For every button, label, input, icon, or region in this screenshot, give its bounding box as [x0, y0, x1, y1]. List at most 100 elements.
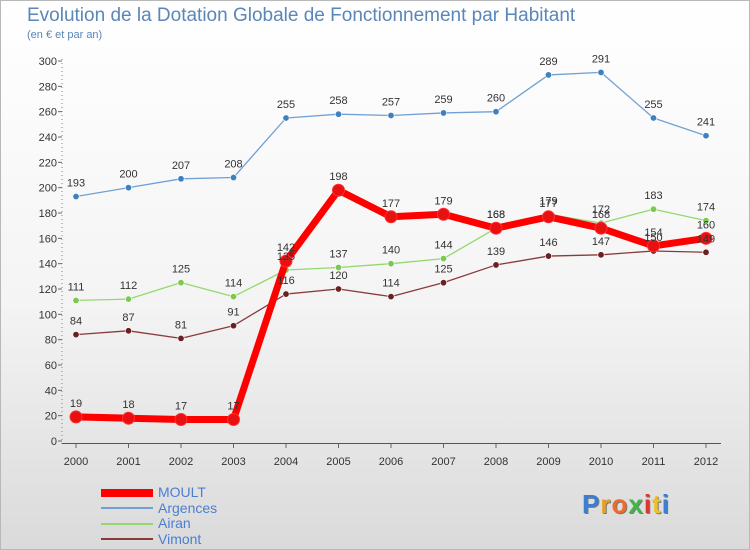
logo-letter: x [628, 489, 644, 519]
data-label-moult: 177 [382, 198, 400, 210]
data-label-vimont: 147 [592, 236, 610, 248]
legend-label: MOULT [158, 484, 206, 500]
logo-letter: i [661, 489, 670, 519]
legend-swatch [101, 488, 153, 497]
y-tick-label: 300 [39, 56, 57, 68]
data-point-vimont [282, 290, 290, 298]
data-label-vimont: 149 [697, 233, 715, 245]
data-label-airan: 183 [644, 190, 662, 202]
y-tick-label: 140 [39, 259, 57, 271]
y-tick-label: 180 [39, 208, 57, 220]
x-tick-label: 2010 [589, 456, 613, 468]
data-point-vimont [125, 327, 133, 335]
y-tick-label: 60 [45, 360, 57, 372]
data-point-vimont [334, 285, 342, 293]
series-argences [72, 68, 710, 201]
logo-letter: i [643, 489, 653, 519]
data-label-argences: 259 [434, 94, 452, 106]
data-label-moult: 160 [697, 219, 715, 231]
data-point-argences [230, 174, 238, 182]
data-point-vimont [702, 248, 710, 256]
y-tick-label: 240 [39, 132, 57, 144]
data-label-airan: 140 [382, 245, 400, 257]
data-label-vimont: 139 [487, 246, 505, 258]
y-tick-label: 120 [39, 284, 57, 296]
data-point-moult [227, 412, 240, 426]
series-line-argences [75, 71, 707, 198]
data-label-vimont: 84 [70, 316, 82, 328]
x-tick-label: 2006 [379, 456, 403, 468]
data-label-moult: 154 [644, 227, 662, 239]
y-tick-label: 100 [39, 309, 57, 321]
data-label-airan: 125 [172, 264, 190, 276]
data-point-vimont [230, 322, 238, 330]
data-point-vimont [72, 331, 80, 339]
data-label-moult: 17 [227, 400, 239, 412]
data-point-moult [384, 210, 398, 224]
data-point-airan [702, 217, 710, 225]
series-moult [69, 183, 713, 426]
data-point-argences [492, 108, 500, 116]
y-tick-label: 20 [45, 411, 57, 423]
x-tick-label: 2002 [169, 456, 193, 468]
logo-letter: t [652, 489, 662, 519]
data-labels: 193 200 207 208 255 258 257 259 260 289 291 255 241 1… [67, 53, 715, 412]
data-point-airan [439, 255, 447, 263]
legend-label: Argences [158, 499, 218, 516]
data-label-airan: 168 [487, 209, 505, 221]
data-point-moult [699, 231, 713, 245]
data-point-moult [594, 221, 608, 235]
data-label-argences: 207 [172, 160, 190, 172]
data-label-vimont: 116 [277, 275, 295, 287]
data-point-argences [72, 193, 80, 201]
data-label-airan: 172 [592, 204, 610, 216]
y-tick-label: 200 [39, 183, 57, 195]
data-label-moult: 198 [329, 171, 347, 183]
data-point-argences [387, 111, 395, 119]
data-point-vimont [492, 261, 500, 269]
data-label-airan: 114 [225, 278, 243, 290]
data-point-argences [334, 110, 342, 118]
x-tick-label: 2005 [326, 456, 350, 468]
data-label-argences: 258 [329, 95, 347, 107]
legend-label: Airan [158, 515, 191, 531]
y-tick-label: 280 [39, 81, 57, 93]
data-label-vimont: 91 [227, 307, 239, 319]
data-label-vimont: 146 [539, 237, 557, 249]
data-label-argences: 200 [119, 169, 137, 181]
chart-title: Evolution de la Dotation Globale de Fonc… [27, 5, 576, 26]
x-tick-label: 2003 [221, 456, 245, 468]
y-tick-label: 160 [39, 233, 57, 245]
data-point-moult [489, 221, 503, 235]
logo-letter: o [611, 489, 629, 519]
x-tick-label: 2012 [694, 456, 718, 468]
data-point-airan [230, 293, 238, 301]
x-tick-label: 2004 [274, 456, 298, 468]
data-label-vimont: 87 [122, 312, 134, 324]
data-label-moult: 168 [487, 209, 505, 221]
data-label-vimont: 81 [175, 319, 187, 331]
chart-subtitle: (en € et par an) [27, 29, 103, 41]
series-lines [69, 68, 713, 426]
data-point-vimont [177, 334, 185, 342]
data-label-airan: 144 [434, 240, 452, 252]
data-point-argences [544, 71, 552, 79]
data-label-moult: 168 [592, 209, 610, 221]
data-label-vimont: 120 [329, 270, 347, 282]
data-label-vimont: 114 [382, 278, 400, 290]
data-label-argences: 257 [382, 96, 400, 108]
data-label-airan: 179 [539, 195, 557, 207]
data-point-argences [282, 114, 290, 122]
data-point-moult [332, 183, 345, 197]
data-point-vimont [439, 279, 447, 287]
axes: 0 20 40 60 80 100 120 140 160 180 200 220 240 260 280 3… [39, 56, 721, 468]
data-point-moult [279, 254, 293, 268]
logo-letter: r [600, 489, 612, 519]
data-point-argences [439, 109, 447, 117]
data-point-airan [649, 205, 657, 213]
data-point-vimont [597, 251, 605, 259]
data-label-moult: 19 [70, 398, 82, 410]
data-point-moult [122, 411, 135, 425]
x-tick-label: 2001 [116, 456, 140, 468]
